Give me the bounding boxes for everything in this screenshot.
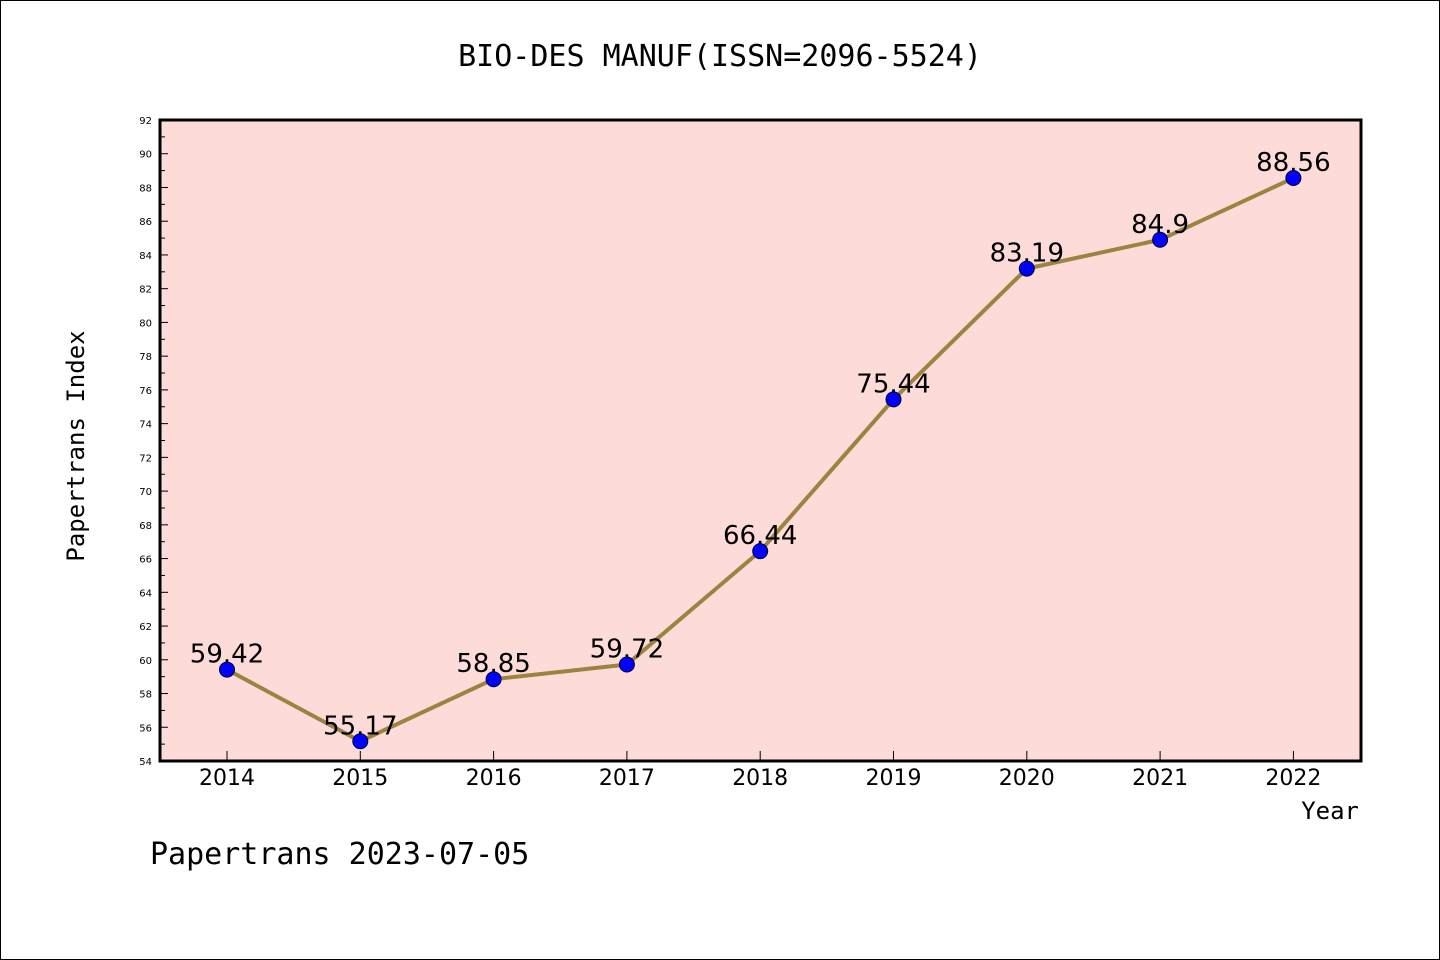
data-point	[352, 733, 369, 750]
y-tick-label: 60	[139, 656, 152, 667]
y-tick-label: 66	[139, 555, 152, 566]
y-tick-label: 92	[139, 116, 152, 127]
y-tick-label: 56	[139, 723, 152, 734]
x-axis-label: Year	[1301, 797, 1359, 825]
data-label: 58.85	[456, 649, 530, 679]
x-tick-label: 2017	[599, 766, 655, 791]
data-label: 88.56	[1256, 148, 1330, 178]
data-label: 84.9	[1131, 210, 1189, 240]
x-tick-label: 2021	[1132, 766, 1188, 791]
y-tick-label: 62	[139, 622, 152, 633]
data-label: 75.44	[856, 369, 930, 399]
y-tick-label: 78	[139, 352, 152, 363]
data-label: 66.44	[723, 521, 797, 551]
footer-text: Papertrans 2023-07-05	[150, 837, 529, 872]
x-axis: 2014 2015 2016 2017 2018 2019 2020 2021 2022	[199, 751, 1321, 791]
y-tick-label: 84	[139, 251, 152, 262]
y-tick-label: 54	[139, 757, 152, 768]
y-tick-label: 82	[139, 285, 152, 296]
y-tick-label: 90	[139, 150, 152, 161]
data-point	[1285, 170, 1302, 187]
data-point	[219, 661, 235, 678]
data-label: 59.72	[590, 635, 664, 665]
data-point	[1018, 260, 1035, 277]
chart-title: BIO-DES MANUF(ISSN=2096-5524)	[458, 39, 982, 74]
x-tick-label: 2022	[1265, 766, 1321, 791]
y-tick-label: 88	[139, 183, 152, 194]
data-label: 55.17	[323, 711, 397, 741]
y-tick-label: 70	[139, 487, 152, 498]
y-tick-label: 68	[139, 521, 152, 532]
data-point	[885, 391, 902, 408]
x-tick-label: 2020	[999, 766, 1055, 791]
y-axis-label: Papertrans Index	[62, 330, 90, 561]
x-tick-label: 2018	[732, 766, 788, 791]
y-tick-label: 80	[139, 318, 152, 329]
x-tick-label: 2016	[466, 766, 522, 791]
y-tick-label: 64	[139, 588, 152, 599]
data-label: 83.19	[990, 239, 1064, 269]
y-tick-label: 86	[139, 217, 152, 228]
y-tick-label: 72	[139, 453, 152, 464]
y-tick-label: 74	[139, 420, 152, 431]
data-labels: 59.42 55.17 58.85 59.72 66.44 75.44 83.19 84.9 8…	[190, 148, 1331, 741]
x-tick-label: 2014	[199, 766, 255, 791]
plot-border	[158, 118, 1363, 763]
data-point	[1152, 231, 1169, 248]
x-tick-label: 2015	[332, 766, 388, 791]
series-markers	[219, 170, 1302, 750]
y-tick-label: 76	[139, 386, 152, 397]
data-point	[485, 671, 502, 688]
x-tick-label: 2019	[866, 766, 922, 791]
data-label: 59.42	[190, 640, 264, 670]
y-tick-label: 58	[139, 690, 152, 701]
data-point	[618, 656, 635, 673]
data-point	[752, 543, 769, 560]
plot-area	[160, 120, 1361, 761]
